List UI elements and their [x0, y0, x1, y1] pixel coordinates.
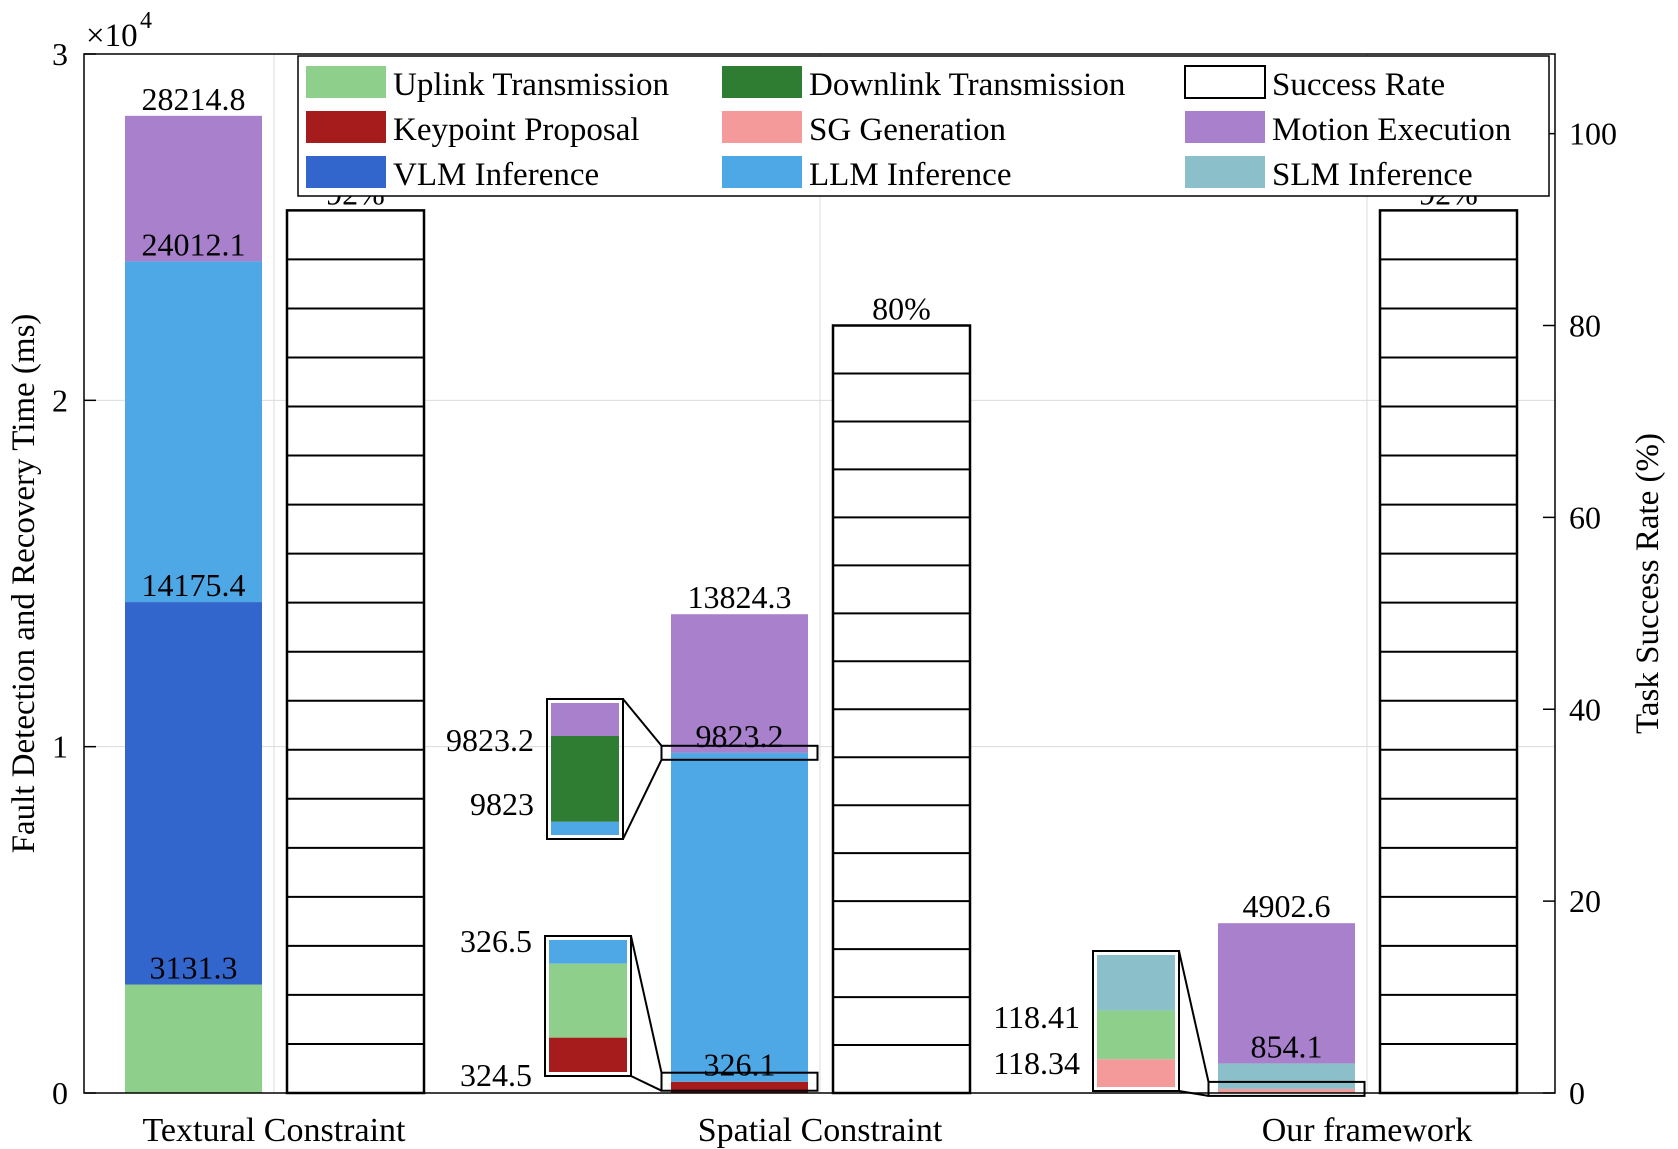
inset-connector	[630, 1075, 662, 1092]
legend: Uplink Transmission Downlink Transmission…	[297, 55, 1550, 197]
zoom-highlight-box	[660, 744, 819, 761]
success-rate-bar-group	[285, 209, 426, 1095]
x-category-label: Textural Constraint	[143, 1112, 407, 1149]
inset-connector	[622, 759, 663, 840]
inset-segment-uplink	[1097, 1010, 1175, 1060]
stack-data-label: 28214.8	[142, 81, 246, 117]
stacked-bar-segment-motion	[1218, 923, 1355, 1064]
legend-label-uplink: Uplink Transmission	[393, 67, 669, 103]
legend-swatch-uplink	[306, 66, 386, 98]
x-category-label: Spatial Constraint	[698, 1112, 943, 1149]
inset-zoom	[544, 935, 663, 1092]
stacked-bar-segment-slm	[1218, 1063, 1355, 1089]
right-tick-label: 0	[1569, 1075, 1585, 1111]
stacked-bar-segment-motion	[125, 115, 262, 262]
inset-segment-uplink	[549, 963, 627, 1038]
left-tick-label: 3	[52, 36, 68, 72]
axes-layer: 0 1 2 3 0 20 40 60 80 100 Textural Constraint Spati…	[6, 8, 1666, 1149]
stack-data-label: 854.1	[1251, 1028, 1323, 1064]
inset-segment-motion	[551, 703, 619, 736]
plot-frame	[83, 53, 1556, 1094]
zoom-highlight-box	[660, 1071, 819, 1092]
stack-data-label: 9823.2	[696, 718, 784, 754]
success-rate-label: 80%	[872, 291, 931, 327]
legend-label-keypoint: Keypoint Proposal	[393, 112, 640, 148]
inset-bottom-label: 324.5	[460, 1057, 532, 1093]
y-left-exponent: ×10	[86, 18, 138, 54]
y-right-axis-title: Task Success Rate (%)	[1630, 433, 1666, 734]
stacked-bar-segment-vlm	[125, 602, 262, 985]
inset-segment-slm	[1097, 955, 1175, 1011]
legend-label-success: Success Rate	[1272, 67, 1445, 103]
stacked-bar-segment-sg	[1218, 1088, 1355, 1093]
inset-frame	[544, 935, 632, 1077]
legend-label-sg: SG Generation	[809, 112, 1006, 148]
legend-swatch-slm	[1185, 156, 1265, 188]
stack-data-label: 4902.6	[1243, 888, 1331, 924]
right-tick-label: 80	[1569, 308, 1601, 344]
inset-segment-sg	[1097, 1059, 1175, 1087]
right-tick-label: 20	[1569, 883, 1601, 919]
legend-swatch-downlink	[722, 66, 802, 98]
inset-top-label: 9823.2	[446, 722, 534, 758]
inset-segment-llm	[551, 821, 619, 835]
inset-frame	[1092, 950, 1180, 1092]
stack-data-label: 3131.3	[150, 950, 238, 986]
inset-segment-llm	[549, 940, 627, 964]
label-layer: 3131.3 14175.4 24012.1 28214.8 326.1 9823.2 13…	[142, 81, 1478, 1093]
stack-data-label: 14175.4	[142, 567, 246, 603]
legend-label-llm: LLM Inference	[809, 157, 1011, 193]
inset-zoom	[1092, 950, 1210, 1097]
legend-frame	[297, 55, 1550, 197]
left-tick-label: 0	[52, 1075, 68, 1111]
inset-frame	[546, 698, 624, 840]
y-left-axis-title: Fault Detection and Recovery Time (ms)	[6, 314, 42, 854]
inset-bottom-label: 9823	[470, 786, 534, 822]
inset-top-label: 118.41	[993, 999, 1080, 1035]
legend-label-vlm: VLM Inference	[393, 157, 599, 193]
inset-connector	[630, 935, 663, 1073]
inset-top-label: 326.5	[460, 923, 532, 959]
stacked-bar-segment-motion	[671, 614, 808, 753]
legend-swatch-sg	[722, 111, 802, 143]
inset-layer	[544, 698, 1366, 1097]
legend-swatch-motion	[1185, 111, 1265, 143]
legend-label-motion: Motion Execution	[1272, 112, 1511, 148]
inset-segment-keypoint	[549, 1037, 627, 1072]
legend-swatch-llm	[722, 156, 802, 188]
x-category-label: Our framework	[1262, 1112, 1473, 1149]
stack-data-label: 24012.1	[142, 226, 246, 262]
success-rate-bar-group	[1378, 209, 1519, 1095]
legend-swatch-keypoint	[306, 111, 386, 143]
legend-label-downlink: Downlink Transmission	[809, 67, 1125, 103]
right-tick-label: 100	[1569, 116, 1617, 152]
success-rate-bar-group	[831, 324, 972, 1095]
stacked-bar-segment-uplink	[125, 984, 262, 1093]
legend-label-slm: SLM Inference	[1272, 157, 1473, 193]
bar-layer	[125, 115, 1519, 1095]
stack-data-label: 13824.3	[688, 579, 792, 615]
inset-zoom	[546, 698, 663, 840]
y-left-exponent-power: 4	[140, 8, 152, 34]
inset-segment-downlink	[551, 736, 619, 822]
inset-connector	[1178, 950, 1210, 1083]
zoom-highlight-box	[1207, 1080, 1366, 1097]
legend-swatch-success	[1184, 65, 1266, 99]
left-tick-label: 1	[52, 729, 68, 765]
right-tick-label: 60	[1569, 499, 1601, 535]
legend-swatch-vlm	[306, 156, 386, 188]
left-tick-label: 2	[52, 382, 68, 418]
stacked-bar-segment-llm	[125, 261, 262, 603]
inset-bottom-label: 118.34	[993, 1045, 1080, 1081]
inset-connector	[622, 698, 663, 747]
stacked-bar-segment-llm	[671, 752, 808, 1082]
stack-data-label: 326.1	[704, 1047, 776, 1083]
stacked-bar-segment-keypoint	[671, 1081, 808, 1093]
right-tick-label: 40	[1569, 691, 1601, 727]
